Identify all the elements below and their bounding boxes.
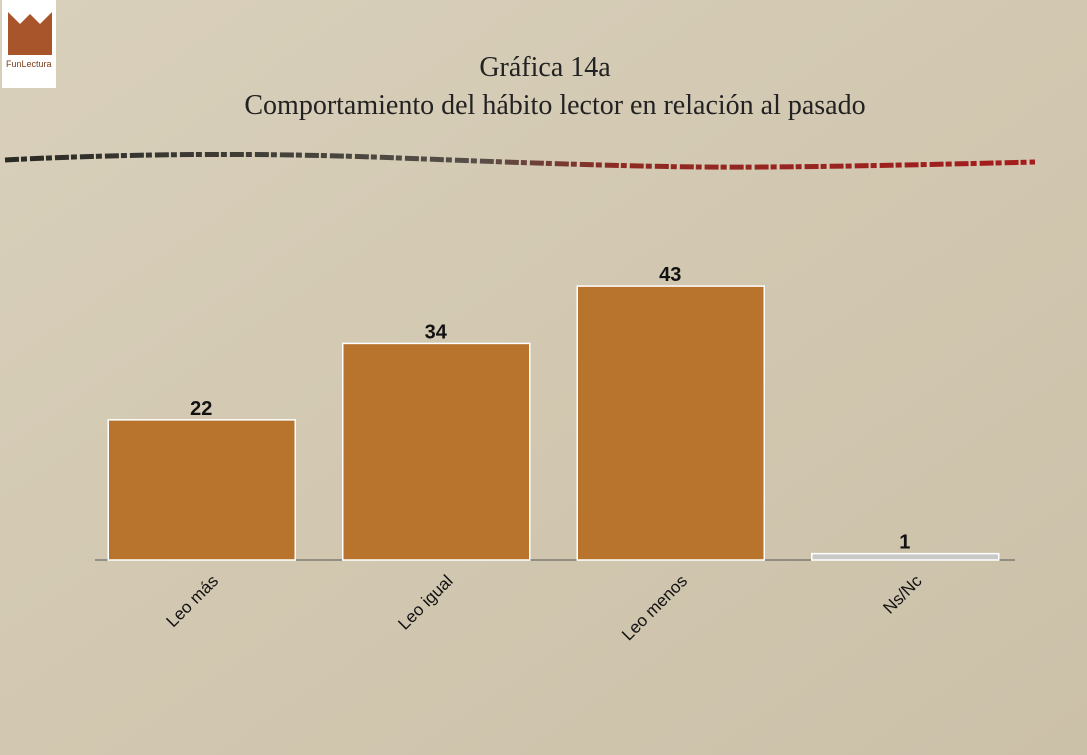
chart-subtitle: Comportamiento del hábito lector en rela… xyxy=(244,90,865,121)
bar xyxy=(343,343,530,560)
bar xyxy=(108,420,295,560)
value-label: 1 xyxy=(899,532,910,554)
logo: FunLectura xyxy=(2,0,56,88)
value-label: 22 xyxy=(190,398,212,420)
value-label: 43 xyxy=(659,264,681,286)
bar xyxy=(812,554,999,560)
chart-title: Gráfica 14a xyxy=(479,52,611,83)
page: FunLectura Gráfica 14a Comportamiento de… xyxy=(0,0,1087,755)
bar xyxy=(577,286,764,560)
logo-text: FunLectura xyxy=(6,59,52,69)
value-label: 34 xyxy=(425,321,448,343)
chart: FunLectura Gráfica 14a Comportamiento de… xyxy=(0,0,1087,755)
